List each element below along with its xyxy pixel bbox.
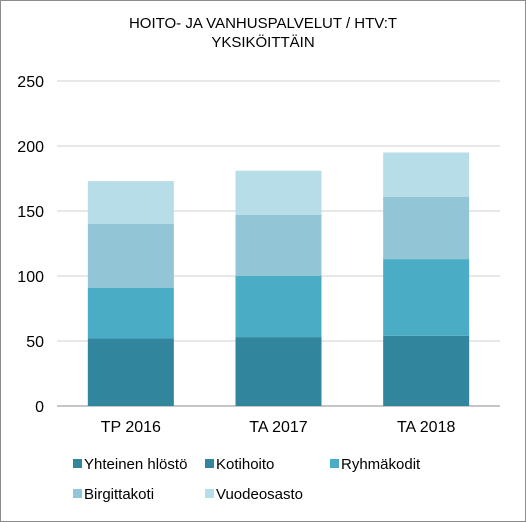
y-tick-label: 50: [26, 334, 44, 351]
y-tick-label: 0: [35, 399, 44, 416]
bar-segment: [87, 338, 174, 406]
bar-segment: [87, 181, 174, 224]
bar-segment: [383, 259, 470, 336]
x-tick-label: TA 2017: [249, 419, 308, 436]
y-tick-label: 100: [17, 269, 44, 286]
bar-segment: [235, 276, 322, 338]
legend-label: Kotihoito: [216, 456, 274, 473]
legend-swatch: [73, 489, 82, 498]
chart-title: HOITO- JA VANHUSPALVELUT / HTV:T YKSIKÖI…: [128, 15, 398, 51]
bar-segment: [383, 196, 470, 260]
bar-segment: [235, 214, 322, 276]
bar-segment: [87, 287, 174, 339]
y-tick-label: 250: [17, 74, 44, 91]
bar-segment: [235, 170, 322, 215]
bar-segment: [383, 335, 470, 406]
legend-swatch: [205, 459, 214, 468]
bar-segment: [235, 337, 322, 406]
legend-swatch: [205, 489, 214, 498]
legend-label: Yhteinen hlöstö: [84, 456, 187, 473]
x-tick-label: TP 2016: [101, 419, 161, 436]
bar-segment: [383, 152, 470, 197]
x-tick-label: TA 2018: [397, 419, 456, 436]
legend-swatch: [73, 459, 82, 468]
bar-segment: [87, 224, 174, 288]
y-tick-label: 200: [17, 139, 44, 156]
y-tick-label: 150: [17, 204, 44, 221]
legend-swatch: [330, 459, 339, 468]
legend-label: Ryhmäkodit: [341, 456, 421, 473]
legend-label: Vuodeosasto: [216, 486, 303, 503]
legend-label: Birgittakoti: [84, 486, 154, 503]
